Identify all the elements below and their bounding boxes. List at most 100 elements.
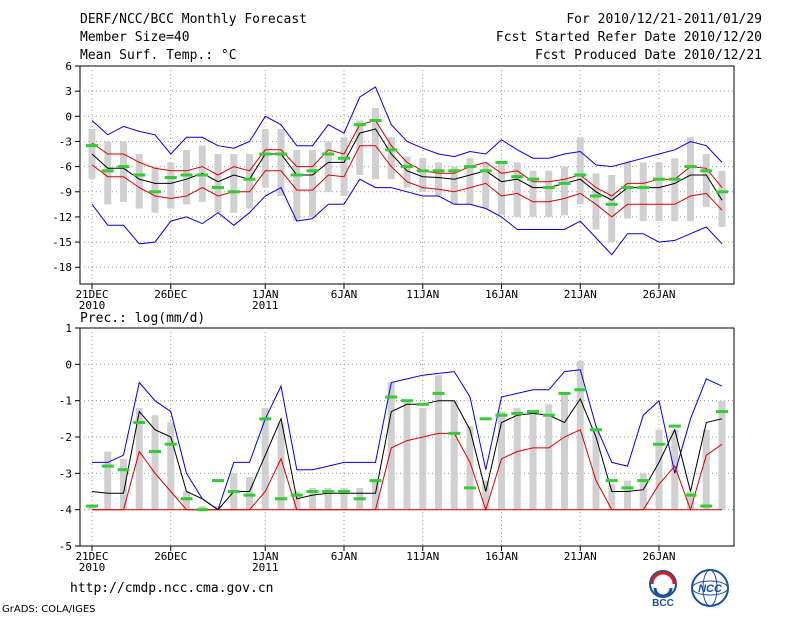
member-box [498,411,505,510]
y-tick-label: 1 [65,322,72,335]
member-box [592,429,600,510]
member-box [183,491,190,510]
median-marker [101,169,114,173]
member-box [88,506,96,510]
member-box [576,360,584,510]
median-marker [621,486,634,490]
median-marker [275,152,287,156]
variable-label: Mean Surf. Temp.: °C [80,48,237,63]
y-tick-label: -2 [59,431,72,444]
median-marker [558,391,571,395]
member-box [214,154,222,213]
median-marker [511,175,524,179]
y-tick-label: 0 [65,110,72,123]
median-marker [212,479,224,483]
median-marker [290,493,303,497]
x-tick-label: 1JAN [252,550,279,563]
bcc-logo: BCC [649,570,677,608]
x-tick-label: 2011 [252,561,279,574]
median-marker [527,177,539,181]
member-box [246,476,253,510]
forecast-period-label: For 2010/12/21-2011/01/29 [566,12,762,27]
panel-title: Prec.: log(mm/d) [80,311,205,326]
median-marker [590,194,602,198]
member-box [104,451,112,510]
member-box [372,107,379,180]
source-url[interactable]: http://cmdp.ncc.cma.gov.cn [70,581,274,596]
median-marker [416,402,429,406]
median-marker [180,173,193,177]
series-upper-spread-line [91,119,723,197]
y-tick-label: -9 [59,186,72,199]
median-marker [227,190,240,194]
member-box [702,429,710,510]
member-box [309,487,316,510]
median-marker [542,186,555,190]
member-box [120,141,127,202]
median-marker [684,165,697,169]
member-box [466,158,474,205]
median-marker [369,479,382,483]
median-marker [133,173,146,177]
y-tick-label: -4 [59,504,73,517]
member-box [482,162,490,209]
median-marker [716,190,728,194]
member-box [655,429,663,510]
median-marker [149,450,161,454]
median-marker [180,497,193,501]
median-marker [101,464,114,468]
member-box [498,162,505,216]
median-marker [605,202,618,206]
x-tick-label: 26DEC [154,288,187,301]
member-box [214,506,222,510]
bcc-logo-text: BCC [652,598,674,608]
y-tick-label: 3 [65,85,72,98]
member-box [120,458,127,510]
member-box [529,170,537,217]
median-marker [369,119,382,122]
member-box [183,149,190,205]
forecast-started-label: Fcst Started Refer Date 2010/12/20 [495,30,762,45]
series-max-line [91,86,723,168]
median-marker [86,144,98,148]
series-mean-line [91,397,723,511]
member-box [198,506,206,510]
member-box [387,382,395,510]
member-box [624,480,631,510]
series-lower-spread-line [91,145,723,218]
median-marker [259,152,272,156]
x-tick-label: 1JAN [252,288,279,301]
member-box [545,170,553,217]
series-max-line [92,369,723,511]
median-marker [479,169,492,173]
median-marker [290,173,303,177]
member-box [135,407,143,510]
median-marker [306,169,319,173]
member-box [403,156,411,188]
member-box [403,400,411,510]
member-box [151,166,159,213]
y-tick-label: -15 [52,236,72,249]
median-marker [385,395,398,399]
y-tick-label: -5 [59,540,72,553]
median-marker [700,169,713,173]
x-tick-label: 26DEC [154,550,187,563]
series-min-line [91,178,723,256]
y-tick-label: -18 [52,261,72,274]
member-box [592,173,600,230]
median-marker [243,177,256,181]
median-marker [353,497,366,501]
member-box [277,128,285,196]
median-marker [164,176,177,180]
member-box [261,128,269,188]
member-box [513,407,521,510]
median-marker [684,493,697,497]
median-marker [196,508,209,512]
x-tick-label: 16JAN [485,288,518,301]
member-box [608,484,616,510]
x-tick-label: 26JAN [642,550,675,563]
x-tick-label: 2010 [79,299,106,312]
median-marker [668,424,681,428]
member-box [718,170,726,227]
